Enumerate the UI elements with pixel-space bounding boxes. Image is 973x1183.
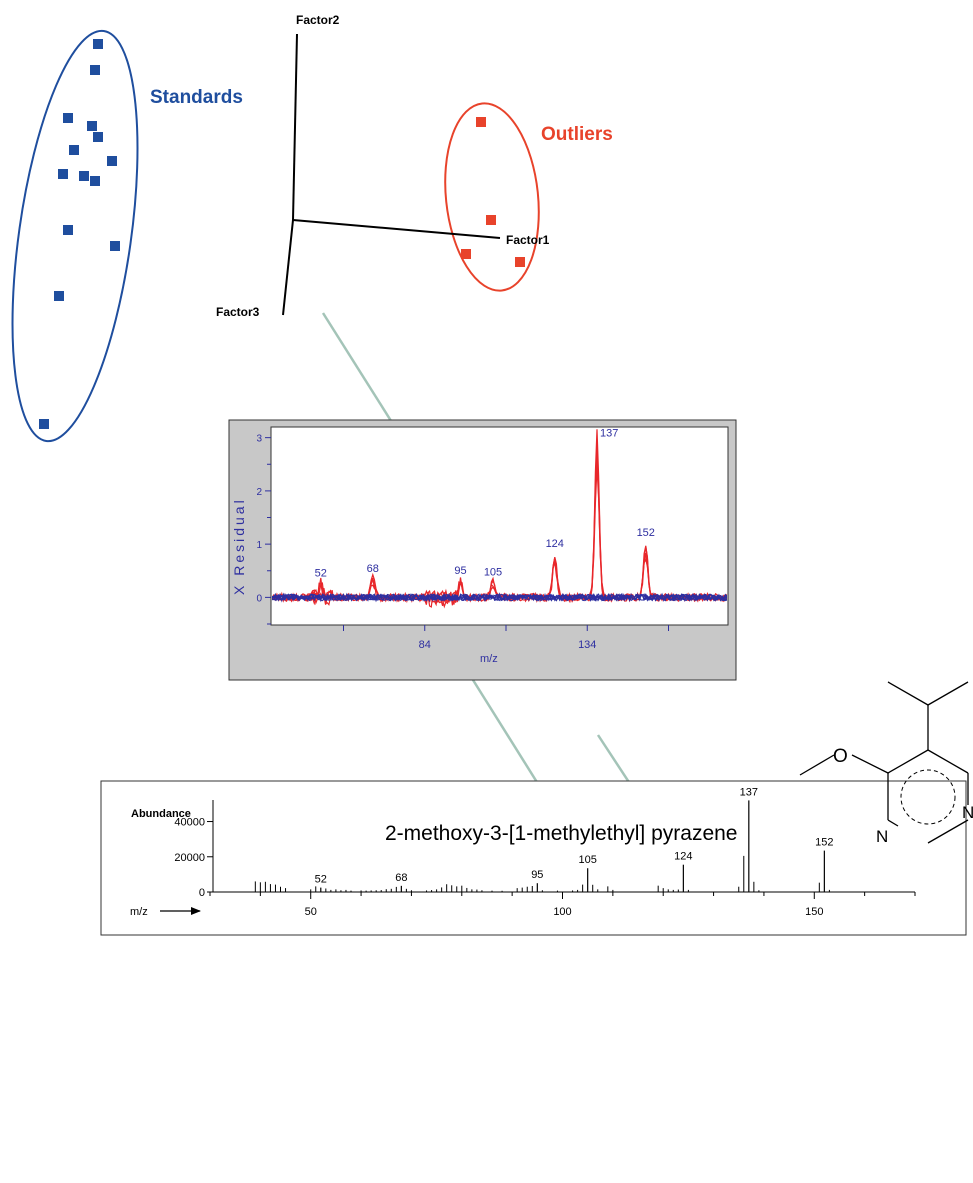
- residual-x-tick-label: 84: [419, 639, 431, 651]
- aromatic-ring-circle: [900, 769, 956, 825]
- outlier-point: [476, 117, 486, 127]
- spectrum-peak-label: 137: [740, 786, 758, 798]
- standard-point: [39, 419, 49, 429]
- atom-nitrogen-bottom: N: [876, 827, 888, 846]
- residual-peak-label: 137: [600, 427, 618, 439]
- standard-point: [63, 225, 73, 235]
- standard-point: [93, 39, 103, 49]
- factor2-axis: [292, 33, 298, 221]
- standard-point: [90, 176, 100, 186]
- spectrum-x-label: m/z: [130, 906, 148, 918]
- spectrum-x-tick-label: 100: [553, 906, 571, 918]
- residual-peak-labels: 52 68 95 105 124 137 152: [315, 427, 655, 579]
- score-plot: Factor2 Factor1 Factor3 Standards Outlie…: [11, 13, 613, 443]
- spectrum-peak-label: 105: [578, 854, 596, 866]
- spectrum-peak-label: 95: [531, 869, 543, 881]
- residual-x-label: m/z: [480, 653, 498, 665]
- spectrum-axes: 0 20000 40000 50 100 150: [174, 800, 916, 918]
- residual-y-tick-label: 3: [256, 434, 262, 445]
- atom-nitrogen-top: N: [962, 803, 973, 822]
- outlier-point: [515, 257, 525, 267]
- residual-blue-trace: [272, 592, 727, 603]
- atom-oxygen: O: [833, 746, 848, 767]
- spectrum-y-tick-label: 0: [199, 887, 205, 899]
- standard-point: [63, 113, 73, 123]
- outliers-ellipse: [444, 102, 540, 292]
- residual-chart: 0 1 2 3 84 134 52 68 95 105 124 137 152 X Residual…: [228, 419, 737, 681]
- factor3-axis: [282, 219, 294, 316]
- standard-point: [93, 132, 103, 142]
- mass-spectrum: 0 20000 40000 50 100 150 52 68 95 105 124 137 152 A…: [100, 780, 967, 936]
- spectrum-peak-label: 68: [395, 872, 407, 884]
- residual-x-axis: 84 134: [343, 625, 669, 651]
- standards-ellipse: [11, 29, 139, 443]
- residual-y-tick-label: 1: [256, 540, 262, 551]
- factor3-label: Factor3: [216, 305, 260, 319]
- residual-peak-label: 152: [637, 527, 655, 539]
- residual-y-tick-label: 0: [256, 593, 262, 604]
- residual-y-label: X Residual: [231, 497, 247, 595]
- standard-point: [107, 156, 117, 166]
- factor2-label: Factor2: [296, 13, 340, 27]
- standard-point: [58, 169, 68, 179]
- spectrum-y-tick-label: 40000: [174, 817, 205, 829]
- residual-y-axis: 0 1 2 3: [256, 434, 271, 625]
- spectrum-frame: [100, 780, 967, 936]
- molecule-structure: O N N 2-methoxy-3-[1-methylethyl] pyraze…: [385, 681, 973, 846]
- standards-label: Standards: [150, 87, 243, 108]
- residual-peak-label: 52: [315, 567, 327, 579]
- spectrum-bars: [254, 800, 830, 892]
- residual-peak-label: 105: [484, 566, 502, 578]
- standard-point: [79, 171, 89, 181]
- residual-peak-label: 68: [367, 563, 379, 575]
- residual-peak-label: 124: [546, 538, 564, 550]
- standard-point: [87, 121, 97, 131]
- factor1-label: Factor1: [506, 233, 550, 247]
- molecule-name: 2-methoxy-3-[1-methylethyl] pyrazene: [385, 822, 737, 845]
- spectrum-peak-labels: 52 68 95 105 124 137 152: [315, 786, 834, 885]
- outliers-label: Outliers: [541, 124, 613, 145]
- spectrum-peak-label: 152: [815, 837, 833, 849]
- standard-point: [54, 291, 64, 301]
- factor1-axis: [292, 219, 501, 239]
- spectrum-y-tick-label: 20000: [174, 852, 205, 864]
- residual-y-tick-label: 2: [256, 487, 262, 498]
- residual-peak-label: 95: [454, 565, 466, 577]
- residual-x-tick-label: 134: [578, 639, 596, 651]
- outlier-point: [461, 249, 471, 259]
- standard-point: [110, 241, 120, 251]
- standards-points: [39, 39, 120, 429]
- spectrum-peak-label: 124: [674, 851, 692, 863]
- spectrum-x-tick-label: 50: [305, 906, 317, 918]
- residual-plot-area: [270, 426, 729, 626]
- residual-blue-traces: [272, 592, 727, 603]
- outliers-points: [461, 117, 525, 267]
- spectrum-peak-label: 52: [315, 874, 327, 886]
- spectrum-x-tick-label: 150: [805, 906, 823, 918]
- outlier-point: [486, 215, 496, 225]
- standard-point: [69, 145, 79, 155]
- spectrum-y-label: Abundance: [131, 808, 191, 820]
- standard-point: [90, 65, 100, 75]
